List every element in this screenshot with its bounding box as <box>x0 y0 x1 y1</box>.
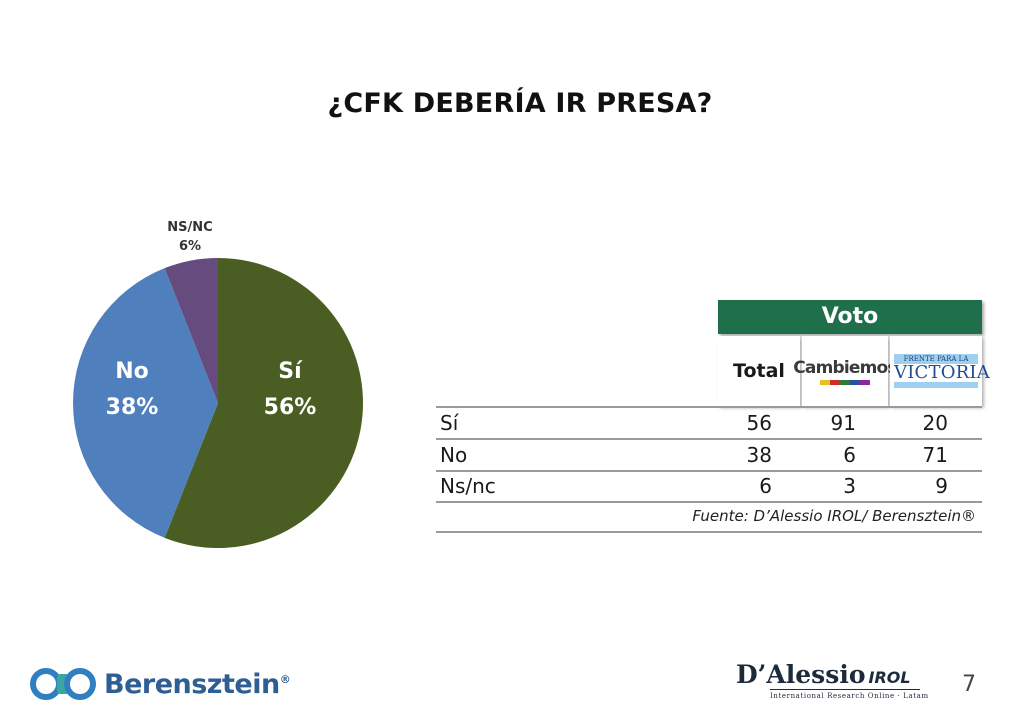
column-header-cambiemos: Cambiemos <box>793 336 898 406</box>
column-header-total: Total <box>718 336 800 406</box>
column-header-total-label: Total <box>733 360 785 382</box>
pie-label-nsnc-name: NS/NC <box>167 220 212 235</box>
dalessio-logo-text: D’Alessio <box>736 660 866 689</box>
cambiemos-logo-text: Cambiemos <box>793 357 897 378</box>
cell-cambiemos: 3 <box>843 474 856 498</box>
voto-group-header: Voto <box>718 300 982 334</box>
cell-total: 56 <box>746 411 772 435</box>
irol-logo-text: IROL <box>868 668 911 687</box>
cell-cambiemos: 6 <box>843 443 856 467</box>
cell-cambiemos: 91 <box>830 411 856 435</box>
row-label: Ns/nc <box>440 474 496 498</box>
fpv-logo-top-text: FRENTE PARA LA <box>894 354 978 364</box>
table-row: No 38 6 71 <box>436 440 982 472</box>
page-number: 7 <box>962 672 976 697</box>
table-row: Sí 56 91 20 <box>436 408 982 440</box>
berensztein-mark-icon <box>30 668 96 700</box>
pie-label-1-name: No <box>115 359 149 384</box>
source-note: Fuente: D’Alessio IROL/ Berensztein® <box>692 507 976 525</box>
dalessio-irol-logo: D’Alessio IROL International Research Onl… <box>736 660 929 708</box>
cambiemos-color-bar <box>820 379 870 385</box>
cell-fpv: 9 <box>935 474 948 498</box>
cell-total: 6 <box>759 474 772 498</box>
pie-label-nsnc-value: 6% <box>179 239 201 254</box>
cambiemos-logo: Cambiemos <box>793 357 898 385</box>
table-row: Ns/nc 6 3 9 <box>436 471 982 503</box>
pie-label-0-name: Sí <box>278 359 303 384</box>
cell-fpv: 20 <box>922 411 948 435</box>
pie-label-1-value: 38% <box>106 395 159 420</box>
fpv-logo: FRENTE PARA LA VICTORIA <box>894 354 990 388</box>
cell-fpv: 71 <box>922 443 948 467</box>
pie-chart: Sí 56% No 38% NS/NC 6% <box>72 220 363 548</box>
table-top-rule <box>436 406 982 408</box>
fpv-logo-main-text: VICTORIA <box>894 362 990 383</box>
pie-slice-no <box>72 268 218 538</box>
berensztein-logo-text: Berensztein® <box>104 668 291 700</box>
cell-total: 38 <box>746 443 772 467</box>
pie-label-0-value: 56% <box>264 395 317 420</box>
pie-slice-ns-nc <box>164 258 218 403</box>
pie-slice-s- <box>164 258 363 548</box>
dalessio-logo-subtitle: International Research Online · Latam <box>770 692 929 700</box>
fpv-logo-stripe <box>894 382 978 388</box>
page-title: ¿CFK DEBERÍA IR PRESA? <box>327 88 713 119</box>
source-rule <box>436 531 982 533</box>
row-label: Sí <box>440 411 459 435</box>
column-header-fpv: FRENTE PARA LA VICTORIA <box>890 336 990 406</box>
row-label: No <box>440 443 468 467</box>
dalessio-logo-rule <box>770 689 920 690</box>
berensztein-logo: Berensztein® <box>30 664 291 704</box>
